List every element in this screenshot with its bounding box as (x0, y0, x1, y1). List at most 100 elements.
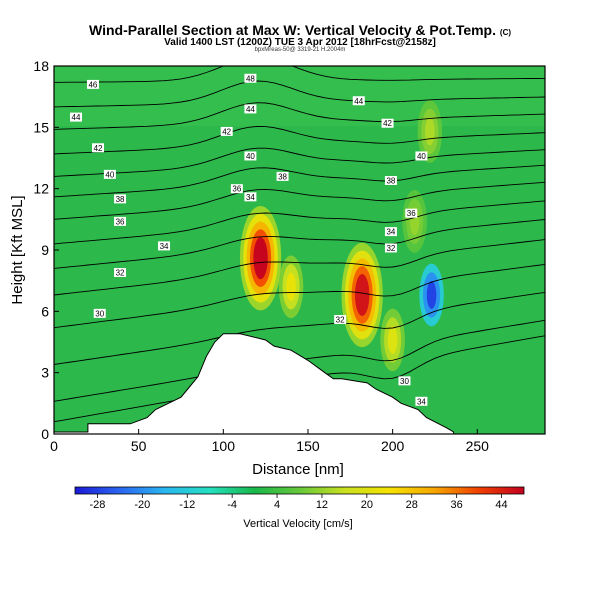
isentrope-label-text: 38 (278, 172, 287, 181)
isentrope-label-bg (384, 243, 397, 253)
isentrope-label-text: 34 (417, 397, 426, 406)
isentrope-label-bg (244, 151, 257, 161)
isentrope-label-bg (276, 171, 289, 181)
isentrope-label: 34 (415, 396, 428, 406)
colorbar-label: Vertical Velocity [cm/s] (243, 518, 352, 530)
isentrope-line (54, 219, 545, 269)
x-tick-label: 250 (466, 438, 490, 454)
y-tick-label: 9 (41, 242, 49, 258)
isentrope-label-text: 44 (354, 97, 363, 106)
isentrope-label-bg (334, 315, 347, 325)
isentrope-label: 38 (276, 171, 289, 181)
y-tick-label: 6 (41, 303, 49, 319)
isentrope-label-text: 34 (386, 228, 395, 237)
isentrope-label-text: 42 (94, 144, 103, 153)
isentrope-label-bg (405, 208, 418, 218)
velocity-feature (425, 117, 435, 146)
isentrope-label-text: 40 (246, 152, 255, 161)
isentrope-label-bg (114, 267, 127, 277)
isentrope-label: 36 (405, 208, 418, 218)
colorbar-tick-label: 12 (316, 499, 328, 511)
x-tick-label: 0 (50, 438, 58, 454)
terrain-profile (53, 333, 455, 435)
colorbar-tick-label: -4 (227, 499, 237, 511)
isentrope-label-bg (230, 184, 243, 194)
colorbar-tick-label: 20 (361, 499, 373, 511)
x-axis: 0 50 100 150 200 250 (50, 429, 489, 454)
colorbar-tick-label: -28 (89, 499, 105, 511)
isentrope-label: 42 (381, 118, 394, 128)
chart-subtitle: bpxMreas-50@ 3319-21 H.2004m (254, 47, 346, 53)
isentrope-line (54, 181, 545, 220)
isentrope-label-bg (244, 104, 257, 114)
isentrope-label: 34 (384, 227, 397, 237)
x-tick-label: 200 (381, 438, 405, 454)
isentrope-label-bg (220, 126, 233, 136)
isentrope-label-text: 40 (417, 152, 426, 161)
isentrope-label: 40 (415, 151, 428, 161)
isentrope-label: 38 (114, 194, 127, 204)
x-axis-label: Distance [nm] (252, 461, 344, 478)
copyright-mark: (C) (499, 28, 512, 37)
isentrope-line (54, 291, 545, 365)
isentrope-label: 44 (352, 96, 365, 106)
isentrope-label-text: 36 (407, 209, 416, 218)
isentrope-label: 30 (93, 308, 106, 318)
isentrope-label: 32 (114, 267, 127, 277)
chart-valid-time: Valid 1400 LST (1200Z) TUE 3 Apr 2012 [1… (164, 37, 436, 48)
isentrope-label: 44 (244, 104, 257, 114)
isentrope-label-bg (381, 118, 394, 128)
isentrope-label-text: 40 (105, 170, 114, 179)
y-tick-label: 3 (41, 365, 49, 381)
colorbar-tick-label: 28 (406, 499, 418, 511)
velocity-feature (286, 272, 296, 301)
isentrope-label-bg (103, 169, 116, 179)
isentrope-label-text: 32 (386, 244, 395, 253)
y-axis: 0 3 6 9 12 15 18 (33, 58, 59, 442)
velocity-feature (354, 273, 370, 316)
isentrope-label-text: 30 (95, 309, 104, 318)
y-tick-label: 18 (33, 58, 49, 74)
velocity-feature (426, 280, 437, 309)
x-tick-label: 50 (131, 438, 147, 454)
isentrope-label: 32 (334, 315, 347, 325)
isentrope-line (54, 125, 545, 155)
isentrope-line (54, 147, 545, 177)
isentrope-label-bg (415, 151, 428, 161)
x-tick-label: 100 (212, 438, 236, 454)
colorbar-tick-label: 4 (274, 499, 280, 511)
isentrope-label-text: 32 (116, 268, 125, 277)
isentrope-label-bg (384, 227, 397, 237)
isentrope-label-bg (352, 96, 365, 106)
isentrope-label-text: 38 (116, 195, 125, 204)
isentrope-line (54, 200, 545, 245)
colorbar-tick-label: -12 (179, 499, 195, 511)
isentrope-label: 32 (384, 243, 397, 253)
isentrope-label-text: 30 (400, 377, 409, 386)
isentrope-label-text: 38 (386, 176, 395, 185)
isentrope-label: 46 (86, 79, 99, 89)
isentrope-line (54, 164, 545, 198)
y-tick-label: 0 (41, 426, 49, 442)
isentrope-line (54, 102, 545, 130)
y-tick-label: 15 (33, 119, 49, 135)
colorbar-tick-label: -20 (134, 499, 150, 511)
velocity-feature (387, 325, 398, 354)
isentrope-label-bg (244, 73, 257, 83)
isentrope-label-bg (398, 376, 411, 386)
isentrope-label: 42 (220, 126, 233, 136)
colorbar-tick-label: 44 (495, 499, 507, 511)
isentrope-labels: 46 44 42 40 38 36 34 32 30 48 44 42 40 38 36 34 44 42 40 38… (70, 73, 428, 406)
isentrope-label: 40 (103, 169, 116, 179)
isentrope-label: 48 (244, 73, 257, 83)
isentrope-label: 34 (158, 241, 171, 251)
isentrope-label: 36 (230, 184, 243, 194)
isentrope-label: 34 (244, 192, 257, 202)
isentrope-label-text: 42 (222, 127, 231, 136)
isentrope-label-bg (384, 175, 397, 185)
isentrope-label-text: 44 (72, 113, 81, 122)
colorbar-ticks: -28 -20 -12 -4 4 12 20 28 36 44 (89, 494, 508, 511)
isentrope-label-text: 34 (246, 193, 255, 202)
isentrope-line (54, 263, 545, 329)
